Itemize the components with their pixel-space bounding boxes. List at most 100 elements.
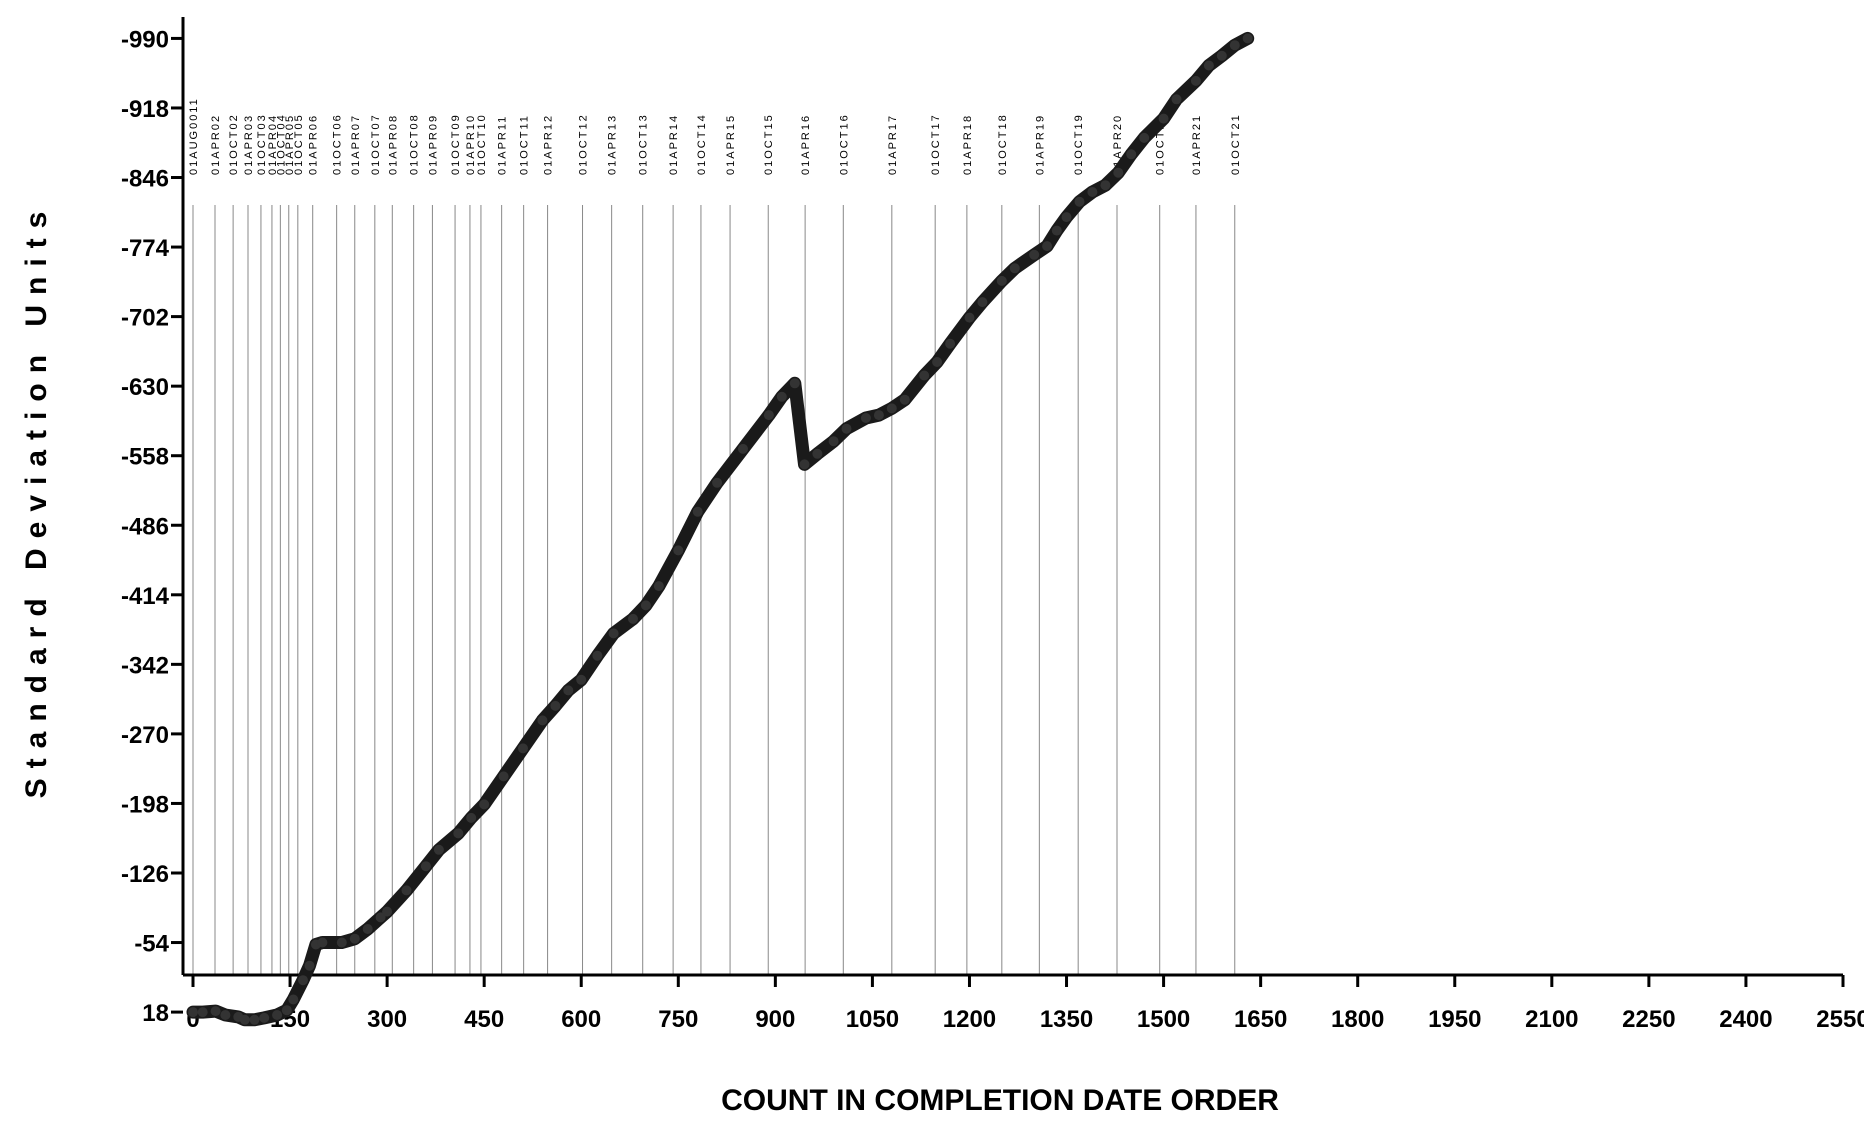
- date-marker-label: 01OCT18: [997, 113, 1009, 175]
- date-marker-label: 01AUG0011: [188, 97, 200, 175]
- data-point: [479, 799, 490, 810]
- data-point: [608, 628, 619, 639]
- data-point: [628, 613, 638, 624]
- date-marker-label: 01OCT06: [332, 113, 344, 175]
- y-tick-label: -846: [121, 166, 169, 193]
- data-point: [763, 410, 774, 421]
- data-point: [899, 394, 910, 405]
- x-axis-ticks: 0 150 300 450 600 750 900 1050 1200 1350 1500 1650 1…: [186, 975, 1864, 1033]
- data-point: [576, 674, 587, 685]
- data-point: [249, 1014, 260, 1025]
- data-point: [860, 413, 871, 423]
- date-marker-label: 01OCT12: [578, 113, 590, 175]
- data-point: [945, 338, 956, 349]
- data-point: [1158, 113, 1169, 124]
- y-tick-label: -558: [121, 444, 169, 471]
- data-point: [288, 994, 299, 1005]
- date-marker-label: 01OCT16: [838, 113, 850, 175]
- series-polyline: [186, 31, 1255, 1027]
- date-marker-label: 01OCT08: [409, 113, 421, 175]
- data-point: [298, 975, 308, 986]
- data-point: [1171, 94, 1182, 105]
- date-marker-label: 01APR09: [427, 114, 439, 175]
- date-marker-label: 01OCT11: [519, 114, 531, 175]
- x-tick-label: 1950: [1428, 1006, 1481, 1033]
- data-point: [349, 933, 360, 944]
- y-tick-label: 18: [142, 1000, 169, 1027]
- x-tick-label: 2100: [1525, 1006, 1578, 1033]
- data-point: [640, 600, 651, 611]
- y-tick-label: -774: [121, 235, 170, 262]
- data-point: [420, 861, 431, 872]
- date-marker-label: 01APR10: [465, 114, 477, 175]
- data-point: [239, 1014, 250, 1025]
- date-marker-label: 01OCT15: [763, 113, 775, 175]
- data-point: [537, 715, 548, 726]
- date-marker-label: 01OCT05: [293, 113, 305, 175]
- y-tick-label: -198: [121, 791, 169, 818]
- data-point: [1061, 212, 1072, 223]
- x-tick-label: 2250: [1622, 1006, 1675, 1033]
- date-marker-label: 01APR15: [725, 114, 737, 175]
- x-axis-title: COUNT IN COMPLETION DATE ORDER: [721, 1084, 1279, 1117]
- data-point: [977, 297, 988, 308]
- x-tick-label: 600: [561, 1006, 601, 1033]
- y-tick-label: -486: [121, 513, 169, 540]
- x-tick-label: 1500: [1137, 1006, 1190, 1033]
- date-marker-label: 01OCT07: [370, 113, 382, 175]
- data-point: [712, 477, 723, 488]
- data-point: [886, 403, 897, 414]
- y-tick-label: -342: [121, 652, 169, 679]
- x-tick-label: 1350: [1040, 1006, 1093, 1033]
- data-point: [996, 275, 1007, 286]
- date-marker-label: 01APR13: [607, 114, 619, 175]
- x-tick-label: 300: [367, 1006, 407, 1033]
- data-point: [799, 459, 810, 470]
- data-point: [1139, 132, 1150, 143]
- data-point: [433, 844, 444, 855]
- data-point: [1087, 187, 1098, 197]
- date-marker-label: 01OCT10: [476, 113, 488, 175]
- data-point: [1051, 225, 1062, 236]
- date-marker-label: 01APR06: [308, 114, 320, 175]
- date-marker-label: 01APR05: [284, 114, 296, 175]
- data-point: [692, 506, 703, 517]
- date-marker-label: 01APR14: [668, 114, 680, 175]
- y-tick-label: -990: [121, 26, 169, 53]
- data-point: [375, 912, 386, 923]
- date-marker-label: 01OCT14: [696, 113, 708, 175]
- date-marker-label: 01APR07: [350, 114, 362, 175]
- y-tick-label: -414: [121, 583, 170, 610]
- data-point: [1216, 50, 1227, 61]
- data-point: [304, 960, 315, 971]
- date-marker-label: 01APR21: [1191, 114, 1203, 175]
- series-line: [186, 31, 1255, 1027]
- data-point: [1113, 167, 1124, 178]
- y-axis-ticks: -990 -918 -846 -774 -702 -630 -558 -486 -414 -342…: [121, 26, 183, 1027]
- data-point: [653, 581, 664, 592]
- data-point: [1042, 241, 1053, 252]
- data-point: [563, 685, 574, 696]
- data-point: [919, 370, 930, 381]
- data-point: [776, 391, 787, 402]
- y-tick-label: -270: [121, 722, 169, 749]
- data-point: [518, 743, 528, 754]
- x-tick-label: 1200: [943, 1006, 996, 1033]
- date-marker-label: 01APR11: [497, 115, 509, 175]
- data-point: [498, 771, 509, 782]
- data-point: [592, 650, 603, 661]
- date-marker-label: 01APR03: [243, 114, 255, 175]
- date-marker-label: 01APR18: [962, 114, 974, 175]
- date-marker-label: 01OCT21: [1230, 113, 1242, 175]
- data-point: [401, 885, 412, 896]
- x-tick-label: 2400: [1719, 1006, 1772, 1033]
- data-point: [1100, 180, 1111, 191]
- data-point: [220, 1010, 231, 1020]
- data-point: [259, 1012, 270, 1023]
- x-tick-label: 900: [755, 1006, 795, 1033]
- date-marker-labels: 01AUG0011 01APR02 01OCT02 01APR03 01OCT03 01A…: [188, 97, 1242, 175]
- data-point: [210, 1006, 221, 1017]
- date-marker-label: 01APR12: [543, 114, 555, 175]
- data-point: [281, 1005, 292, 1016]
- data-point: [1074, 196, 1085, 207]
